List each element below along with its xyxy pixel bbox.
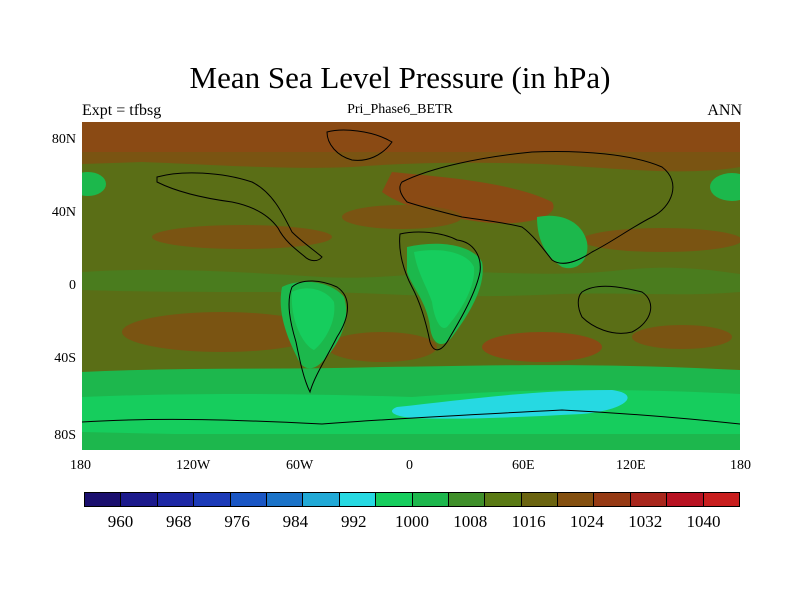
aleutian-low-west bbox=[82, 172, 106, 196]
s-pacific-high bbox=[632, 325, 732, 349]
coastlines bbox=[82, 129, 740, 425]
colorbar-swatch bbox=[485, 493, 522, 506]
south-america-coast bbox=[288, 280, 348, 394]
x-tick-60e: 60E bbox=[512, 458, 535, 473]
y-tick-80n: 80N bbox=[51, 132, 76, 147]
colorbar-swatch bbox=[521, 493, 559, 506]
colorbar-swatch bbox=[703, 493, 740, 506]
colorbar-label: 976 bbox=[224, 512, 250, 531]
x-tick-180w: 180 bbox=[70, 458, 91, 473]
colorbar-swatch bbox=[339, 493, 377, 506]
colorbar-label: 1016 bbox=[511, 512, 546, 531]
colorbar-swatch bbox=[376, 493, 413, 506]
y-tick-40n: 40N bbox=[51, 205, 76, 220]
australia-coast bbox=[577, 285, 652, 334]
tropical-band bbox=[82, 267, 740, 297]
season-label: ANN bbox=[707, 102, 742, 119]
colorbar-label: 984 bbox=[282, 512, 309, 531]
colorbar-swatch bbox=[194, 493, 231, 506]
colorbar-swatch bbox=[230, 493, 267, 506]
colorbar-swatch bbox=[667, 493, 704, 506]
africa-coast bbox=[399, 231, 481, 351]
asia-low bbox=[537, 215, 588, 269]
colorbar-swatch bbox=[303, 493, 340, 506]
arctic-high bbox=[82, 122, 740, 152]
africa-low-core bbox=[414, 250, 475, 328]
colorbar-swatch bbox=[412, 493, 449, 506]
plot-title: Mean Sea Level Pressure (in hPa) bbox=[189, 60, 611, 95]
pacific-high-west bbox=[582, 228, 740, 252]
colorbar-swatch bbox=[85, 493, 122, 506]
colorbar-label: 960 bbox=[107, 512, 134, 531]
colorbar-label: 1024 bbox=[569, 512, 604, 531]
s-atlantic-high bbox=[327, 332, 437, 362]
y-tick-0: 0 bbox=[69, 278, 76, 293]
colorbar-label: 1008 bbox=[453, 512, 488, 531]
colorbar-swatch bbox=[558, 493, 595, 506]
colorbar-label: 1040 bbox=[686, 512, 721, 531]
x-tick-0: 0 bbox=[406, 458, 413, 473]
x-tick-180e: 180 bbox=[730, 458, 751, 473]
aleutian-low bbox=[710, 173, 740, 201]
se-pacific-high bbox=[122, 312, 322, 352]
colorbar-swatch bbox=[448, 493, 486, 506]
arctic-high-edge bbox=[82, 152, 740, 172]
experiment-label: Expt = tfbsg bbox=[82, 102, 162, 119]
colorbar-swatch bbox=[594, 493, 631, 506]
colorbar-swatch bbox=[157, 493, 195, 506]
south-america-low-core bbox=[291, 288, 335, 350]
colorbar-label: 968 bbox=[166, 512, 192, 531]
x-tick-60w: 60W bbox=[286, 458, 314, 473]
colorbar-label: 992 bbox=[340, 512, 367, 531]
antarctica-field bbox=[82, 434, 740, 450]
colorbar bbox=[84, 492, 740, 507]
eurasia-coast bbox=[399, 151, 674, 264]
map-canvas bbox=[82, 122, 740, 450]
azores-high bbox=[342, 205, 462, 229]
case-label: Pri_Phase6_BETR bbox=[347, 102, 453, 117]
x-tick-120e: 120E bbox=[616, 458, 646, 473]
greenland-coast bbox=[326, 129, 393, 161]
y-tick-40s: 40S bbox=[54, 351, 76, 366]
indian-ocean-high bbox=[482, 332, 602, 362]
north-america-coast bbox=[156, 172, 323, 262]
colorbar-label: 1000 bbox=[395, 512, 429, 531]
pacific-high bbox=[152, 225, 332, 249]
colorbar-label: 1032 bbox=[628, 512, 663, 531]
colorbar-swatch bbox=[630, 493, 668, 506]
y-tick-80s: 80S bbox=[54, 428, 76, 443]
colorbar-swatch bbox=[121, 493, 158, 506]
colorbar-swatch bbox=[266, 493, 304, 506]
antarctica-coast bbox=[82, 409, 740, 425]
x-tick-120w: 120W bbox=[176, 458, 211, 473]
pressure-map bbox=[82, 122, 740, 450]
antarctic-low-core bbox=[392, 390, 628, 419]
